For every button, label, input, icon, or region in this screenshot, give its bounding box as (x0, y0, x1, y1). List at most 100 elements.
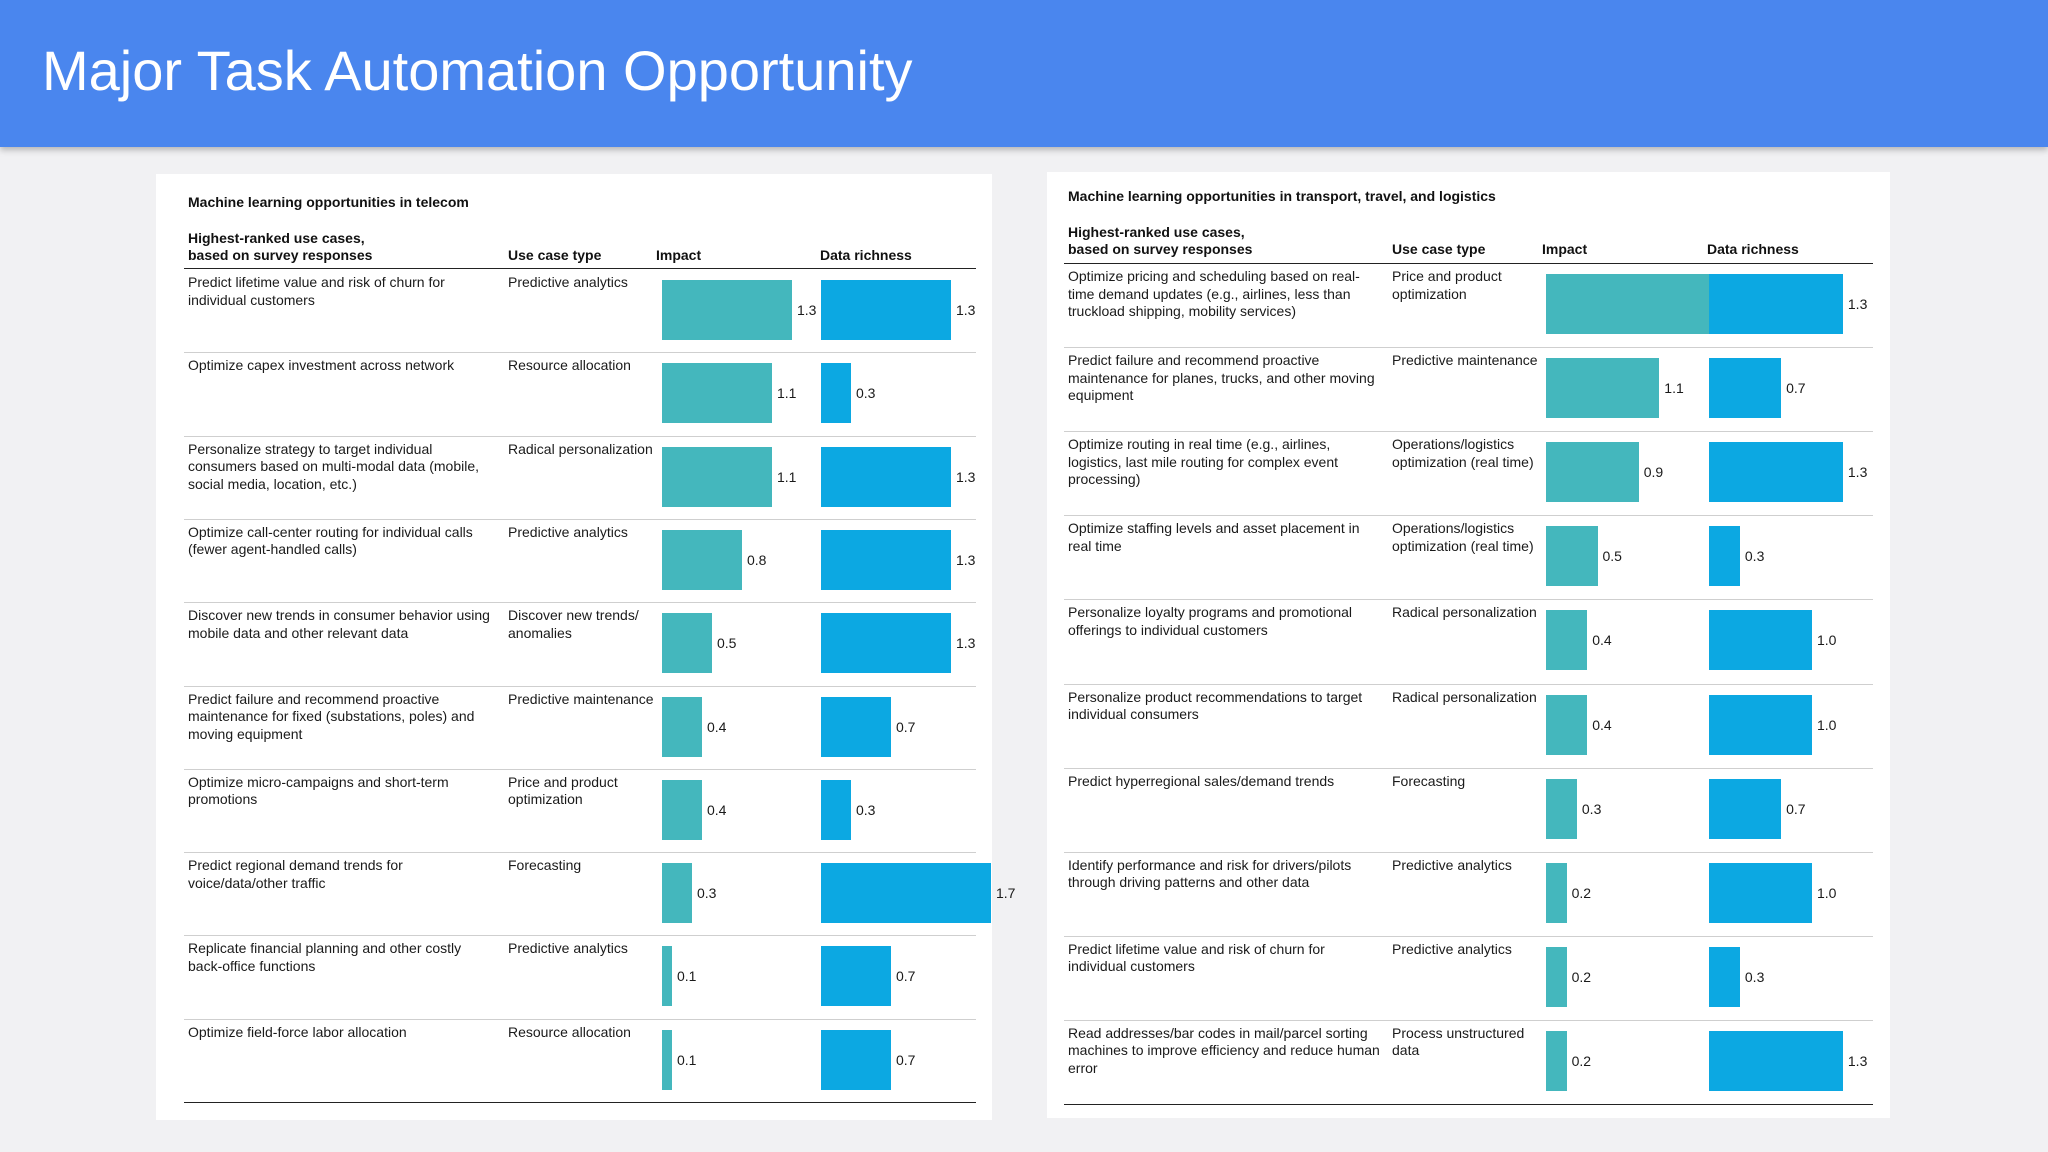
chart-title: Machine learning opportunities in transp… (1068, 188, 1496, 204)
use-case-type-label: Process unstructured data (1392, 1024, 1525, 1059)
impact-bar (1546, 358, 1660, 419)
use-case-label: Predict failure and recommend proactive … (188, 690, 475, 742)
impact-bar (1546, 1030, 1567, 1091)
data-richness-bar (1709, 442, 1843, 503)
data-richness-bar (821, 1029, 891, 1090)
use-case-type-label: Price and product optimization (1392, 268, 1502, 302)
use-case-label: Optimize routing in real time (e.g., air… (1068, 436, 1338, 488)
impact-value-label: 1.1 (777, 468, 797, 485)
slide-title: Major Task Automation Opportunity (42, 39, 913, 102)
use-case-label: Discover new trends in consumer behavior… (188, 607, 490, 641)
use-case-label: Read addresses/bar codes in mail/parcel … (1068, 1024, 1380, 1076)
row-divider (184, 352, 976, 354)
data-richness-bar (1709, 610, 1812, 671)
impact-value-label: 0.3 (697, 885, 717, 902)
use-case-label: Replicate financial planning and other c… (188, 940, 462, 974)
use-case-label: Predict regional demand trends for voice… (188, 857, 403, 891)
use-case-type-label: Predictive maintenance (1392, 352, 1538, 369)
use-case-type-label: Operations/logistics optimization (real … (1392, 436, 1534, 470)
data-richness-value-label: 0.3 (1744, 548, 1765, 565)
row-divider (184, 935, 976, 937)
use-case-type-label: Radical personalization (1392, 604, 1537, 621)
impact-bar (1546, 526, 1598, 587)
impact-value-label: 0.1 (677, 1051, 697, 1068)
impact-bar (662, 946, 672, 1007)
use-case-label: Predict failure and recommend proactive … (1068, 352, 1375, 404)
data-richness-value-label: 1.7 (996, 885, 1016, 902)
data-richness-value-label: 1.3 (956, 468, 976, 485)
use-case-label: Optimize call-center routing for individ… (188, 523, 473, 558)
impact-value-label: 0.9 (1643, 464, 1664, 481)
data-richness-value-label: 1.0 (1817, 632, 1837, 649)
use-case-label: Identify performance and risk for driver… (1068, 856, 1352, 891)
use-case-type-label: Price and product optimization (508, 773, 618, 808)
data-richness-bar (1709, 862, 1812, 923)
data-richness-value-label: 0.3 (1744, 968, 1765, 985)
impact-value-label: 0.4 (1592, 716, 1612, 733)
data-richness-bar (821, 779, 851, 840)
row-divider (1064, 683, 1873, 685)
header-rule (1064, 263, 1873, 264)
use-case-type-label: Operations/logistics optimization (real … (1392, 520, 1534, 554)
use-case-type-label: Predictive analytics (1392, 856, 1512, 873)
use-case-type-label: Resource allocation (508, 357, 631, 374)
telecom-chart-panel: Machine learning opportunities in teleco… (156, 174, 1015, 1120)
transport-chart-panel: Machine learning opportunities in transp… (1047, 172, 1890, 1118)
impact-bar (662, 446, 772, 507)
slide-header: Major Task Automation Opportunity (0, 0, 2048, 147)
header-rule (184, 268, 976, 269)
chart-title: Machine learning opportunities in teleco… (188, 194, 469, 210)
bottom-rule (1064, 1104, 1873, 1105)
column-header: Use case type (1392, 241, 1486, 257)
impact-value-label: 0.3 (1581, 800, 1602, 817)
row-divider (184, 768, 976, 770)
impact-value-label: 0.4 (707, 801, 727, 818)
data-richness-value-label: 0.7 (896, 718, 916, 735)
row-divider (1064, 767, 1873, 769)
data-richness-value-label: 0.7 (896, 1051, 916, 1068)
impact-bar (1546, 778, 1577, 839)
row-divider (1064, 599, 1873, 601)
impact-bar (1546, 946, 1567, 1007)
impact-value-label: 1.3 (797, 302, 817, 318)
impact-bar (662, 613, 712, 674)
impact-value-label: 0.5 (1602, 548, 1622, 565)
impact-bar (1546, 442, 1639, 503)
data-richness-bar (821, 863, 991, 924)
column-header: Highest-ranked use cases, based on survey… (1068, 224, 1253, 257)
row-divider (1064, 347, 1873, 349)
data-richness-value-label: 1.3 (956, 635, 976, 652)
use-case-type-label: Forecasting (1392, 772, 1466, 789)
row-divider (184, 435, 976, 437)
row-divider (1064, 431, 1873, 433)
data-richness-bar (1709, 778, 1782, 839)
column-header: Use case type (508, 247, 602, 263)
data-richness-bar (821, 696, 891, 757)
impact-value-label: 0.1 (677, 968, 697, 985)
row-divider (184, 518, 976, 520)
use-case-label: Personalize product recommendations to t… (1068, 688, 1363, 723)
impact-bar (1546, 694, 1588, 755)
row-divider (184, 1018, 976, 1020)
data-richness-value-label: 1.3 (1847, 296, 1868, 312)
use-case-type-label: Radical personalization (1392, 688, 1537, 705)
use-case-type-label: Discover new trends/ anomalies (508, 607, 639, 641)
column-header: Impact (1542, 241, 1588, 257)
data-richness-bar (1709, 526, 1740, 587)
column-header: Impact (656, 247, 702, 263)
impact-value-label: 1.1 (1664, 380, 1684, 397)
use-case-type-label: Predictive analytics (508, 940, 628, 957)
data-richness-value-label: 1.3 (1847, 1052, 1868, 1069)
use-case-type-label: Predictive maintenance (508, 690, 654, 707)
data-richness-bar (821, 613, 951, 674)
data-richness-bar (1709, 358, 1782, 419)
data-richness-value-label: 1.0 (1817, 716, 1837, 733)
row-divider (1064, 1019, 1873, 1021)
impact-bar (662, 529, 742, 590)
use-case-type-label: Predictive analytics (508, 274, 628, 290)
impact-value-label: 0.5 (717, 635, 737, 652)
data-richness-bar (821, 946, 891, 1007)
data-richness-bar (1709, 274, 1843, 334)
data-richness-value-label: 1.3 (956, 551, 976, 568)
data-richness-value-label: 1.3 (956, 302, 976, 318)
